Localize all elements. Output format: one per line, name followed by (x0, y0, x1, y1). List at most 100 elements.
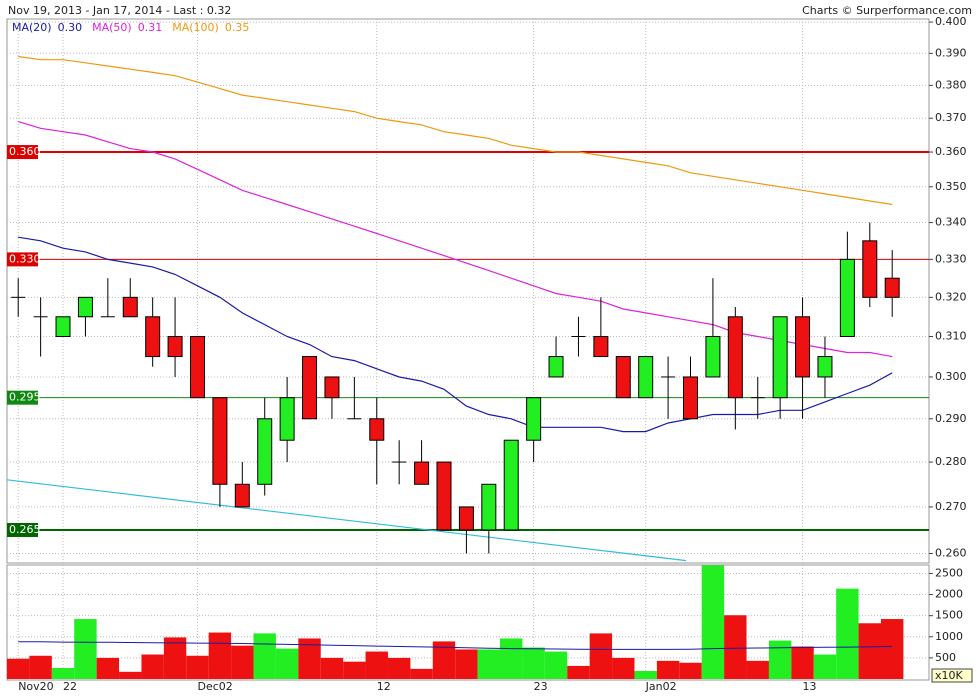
candle-body (839, 258, 855, 338)
volume-bar (858, 623, 881, 679)
legend-value: 0.30 (58, 21, 83, 34)
y-tick-label: 0.340 (935, 216, 967, 229)
volume-bar (768, 640, 792, 679)
volume-bar (455, 649, 478, 679)
x-tick-label: 12 (377, 680, 391, 693)
legend-name: MA(100) (172, 21, 219, 34)
volume-bar (410, 668, 433, 679)
volume-bar (163, 637, 187, 679)
volume-bar (544, 651, 568, 679)
ma-line (18, 236, 893, 433)
candle-body (862, 240, 878, 298)
volume-bar (612, 657, 635, 679)
y-tick-label: 0.310 (935, 330, 967, 343)
volume-bar (387, 657, 411, 679)
candle-body (324, 376, 340, 399)
volume-bar (634, 670, 657, 679)
candle-body (279, 397, 295, 441)
y-tick-label: 2500 (935, 566, 963, 579)
y-tick-label: 0.330 (935, 252, 967, 265)
volume-unit: x10K (935, 669, 964, 682)
candle-body (369, 418, 385, 441)
volume-bar (477, 649, 501, 679)
candle-body (55, 316, 71, 338)
x-tick-label: 22 (63, 680, 77, 693)
level-label: 0.330 (9, 252, 41, 265)
candle-body (727, 316, 743, 399)
candle-body (167, 336, 183, 358)
volume-bar (679, 662, 702, 679)
volume-bar (567, 665, 590, 679)
y-tick-label: 0.260 (935, 546, 967, 559)
candle-body (615, 356, 631, 399)
legend-value: 0.31 (138, 21, 163, 34)
volume-bar (522, 647, 545, 679)
candle-body (548, 356, 564, 378)
volume-bar (74, 619, 97, 679)
legend-name: MA(50) (92, 21, 132, 34)
level-tag (7, 522, 38, 537)
candle-body (234, 483, 250, 508)
volume-bar (432, 641, 456, 679)
candle-body (257, 418, 273, 485)
candle-body (145, 316, 161, 358)
level-label: 0.295 (9, 391, 41, 404)
trend-line (6, 479, 687, 562)
candle-body (526, 397, 542, 441)
volume-bar (701, 565, 725, 679)
y-tick-label: 500 (935, 651, 956, 664)
chart-title: Nov 19, 2013 - Jan 17, 2014 - Last : 0.3… (8, 4, 231, 17)
volume-bar (186, 655, 209, 679)
y-tick-label: 1500 (935, 609, 963, 622)
candle-body (212, 397, 228, 485)
volume-bar (365, 651, 388, 679)
x-tick-label: Jan02 (645, 680, 677, 693)
candle-body (436, 461, 452, 531)
y-tick-label: 0.400 (935, 15, 967, 28)
volume-bar (275, 648, 299, 679)
x-tick-label: Dec02 (197, 680, 232, 693)
volume-bar (343, 661, 366, 679)
volume-bar (29, 655, 52, 679)
volume-ma-line (18, 641, 893, 650)
candle-body (817, 356, 833, 378)
volume-bar (208, 632, 232, 679)
volume-bar (119, 671, 142, 679)
volume-bar (791, 646, 814, 679)
volume-bar (253, 633, 276, 679)
y-tick-label: 2000 (935, 588, 963, 601)
x-tick-label: Nov20 (18, 680, 53, 693)
candle-body (302, 356, 318, 420)
unit-box (931, 668, 973, 683)
level-tag (7, 390, 38, 405)
candle-body (503, 439, 519, 531)
volume-bar (51, 668, 75, 679)
volume-bar (656, 660, 680, 679)
legend-value: 0.35 (225, 21, 250, 34)
x-tick-label: 13 (803, 680, 817, 693)
volume-bar (320, 657, 344, 679)
y-tick-label: 1000 (935, 630, 963, 643)
candle-body (414, 461, 430, 485)
candle-body (122, 296, 138, 318)
volume-bar (813, 654, 837, 679)
volume-bar (500, 638, 523, 679)
candle-body (705, 336, 721, 378)
level-tag (7, 145, 38, 160)
volume-bar (7, 658, 30, 679)
y-tick-label: 0.390 (935, 46, 967, 59)
y-tick-label: 0.290 (935, 412, 967, 425)
volume-bar (589, 633, 613, 679)
volume-bar (96, 657, 120, 679)
y-tick-label: 0.370 (935, 111, 967, 124)
y-tick-label: 0.350 (935, 180, 967, 193)
volume-bar (836, 588, 859, 679)
volume-bar (141, 654, 164, 679)
volume-bar (880, 619, 904, 679)
level-tag (7, 252, 38, 267)
y-tick-label: 0.380 (935, 78, 967, 91)
y-tick-label: 0.270 (935, 500, 967, 513)
candle-body (77, 296, 93, 318)
price-panel (6, 18, 930, 564)
